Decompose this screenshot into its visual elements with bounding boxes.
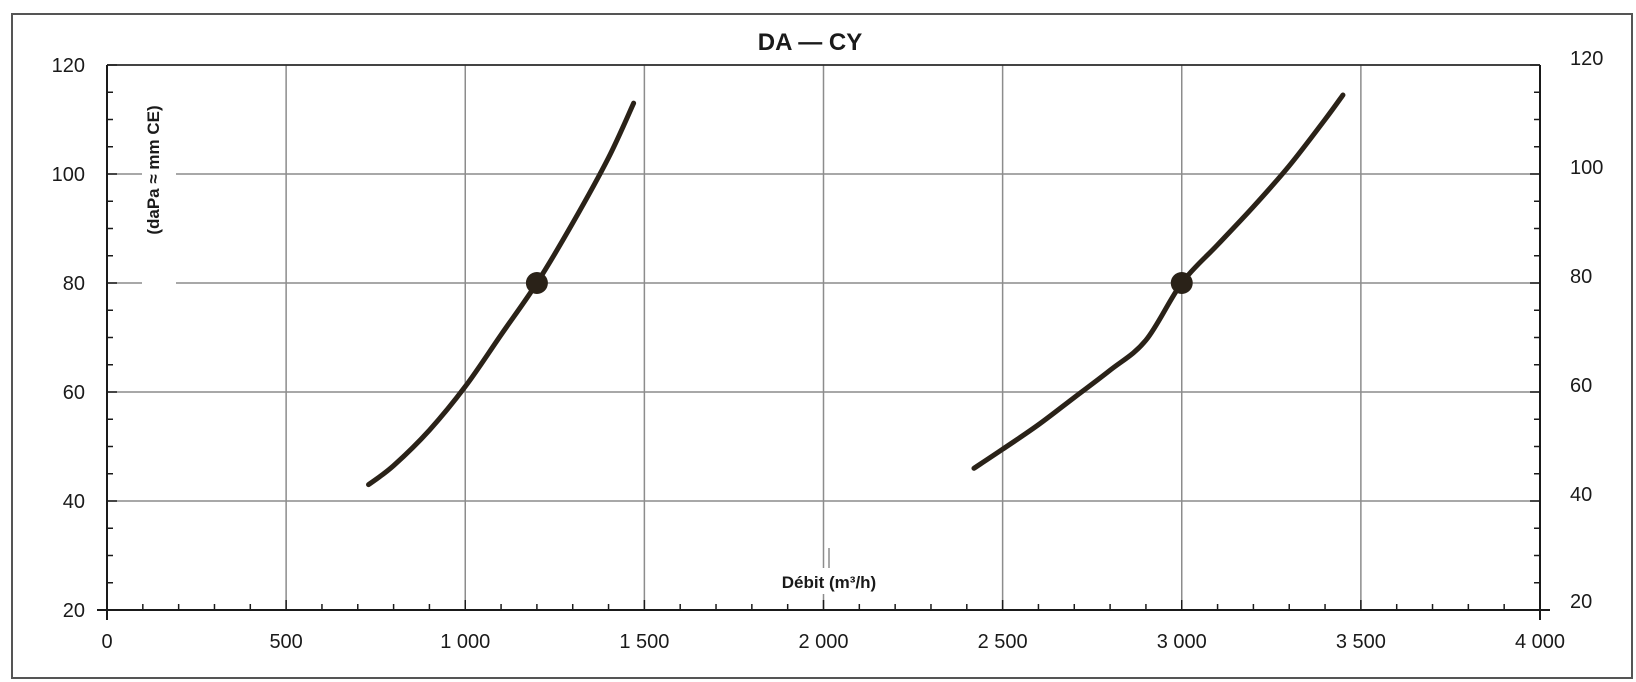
y-tick-label-left: 40	[63, 491, 85, 513]
chart-title: DA — CY	[758, 29, 862, 56]
x-tick-label: 2 500	[978, 631, 1028, 653]
series-line-2	[971, 92, 1346, 471]
y-tick-label-right: 80	[1570, 266, 1592, 288]
y-axis-title: (daPa ≈ mm CE)	[144, 105, 163, 234]
x-tick-label: 4 000	[1515, 631, 1565, 653]
x-tick-label: 1 000	[440, 631, 490, 653]
x-tick-label: 3 500	[1336, 631, 1386, 653]
y-tick-label-right: 40	[1570, 484, 1592, 506]
y-tick-label-left: 120	[52, 55, 85, 77]
data-series	[366, 92, 1346, 488]
tick-marks	[106, 64, 1541, 611]
y-tick-label-left: 60	[63, 382, 85, 404]
x-tick-label: 2 000	[798, 631, 848, 653]
y-tick-label-right: 60	[1570, 375, 1592, 397]
grid-lines	[107, 64, 1540, 610]
x-tick-label: 500	[269, 631, 302, 653]
chart-frame	[11, 13, 1633, 679]
x-tick-label: 0	[101, 631, 112, 653]
y-tick-label-left: 100	[52, 164, 85, 186]
series-marker-1	[525, 272, 548, 294]
series-line-1	[366, 100, 637, 488]
series-marker-2	[1170, 272, 1193, 294]
y-tick-label-right: 120	[1570, 48, 1603, 70]
x-axis-title: Débit (m³/h)	[782, 573, 876, 592]
y-tick-label-left: 80	[63, 273, 85, 295]
y-axis-title-background	[142, 70, 176, 285]
x-tick-label: 1 500	[619, 631, 669, 653]
y-tick-label-right: 20	[1570, 591, 1592, 613]
x-tick-label: 3 000	[1157, 631, 1207, 653]
y-tick-label-right: 100	[1570, 157, 1603, 179]
tick-labels: 0 500 1 000 1 500 2 000 2 500 3 000 3 500 4 0002…	[52, 48, 1604, 653]
y-tick-label-left: 20	[63, 600, 85, 622]
x-axis-title-background	[755, 568, 905, 594]
